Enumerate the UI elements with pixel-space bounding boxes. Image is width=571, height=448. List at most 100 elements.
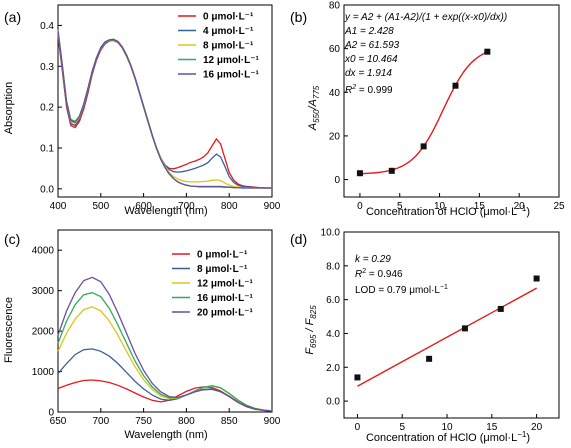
panel-d-xtick-label: 20 bbox=[531, 422, 543, 433]
panel-label-b: (b) bbox=[290, 9, 307, 25]
panel-d-data-point-3 bbox=[497, 305, 504, 312]
panel-b-ytick-label: 60 bbox=[329, 44, 341, 55]
panel-a-xtick-label: 900 bbox=[264, 201, 281, 212]
panel-a-xtick-label: 400 bbox=[50, 201, 67, 212]
panel-d-ylabel: F695 / F825 bbox=[304, 305, 318, 355]
panel-c-plot: 650 700 750 800 850 900 0 1000 2000 3000 4000 0 μmo… bbox=[32, 229, 281, 427]
panel-a-xtick-label: 600 bbox=[135, 201, 152, 212]
panel-c-ylabel: Fluorescence bbox=[3, 297, 15, 363]
panel-d-fit-line bbox=[357, 287, 537, 387]
panel-a-ytick-label: 0.2 bbox=[40, 103, 54, 114]
panel-c-xlabel: Wavelength (nm) bbox=[124, 429, 207, 441]
panel-a-legend-label-3: 12 μmol·L⁻¹ bbox=[203, 55, 260, 66]
panel-b-xtick-label: 10 bbox=[434, 201, 446, 212]
panel-b-ylabel: A550/A775 bbox=[307, 85, 321, 131]
panel-b-xtick-label: 15 bbox=[474, 201, 486, 212]
panel-b-annotations: y = A2 + (A1-A2)/(1 + exp((x-x0)/dx)) A1… bbox=[344, 12, 507, 96]
panel-label-c: (c) bbox=[4, 231, 20, 247]
panel-b-data-point-3 bbox=[452, 82, 459, 89]
panel-c-ytick-label: 4000 bbox=[32, 246, 55, 257]
r-squared-annotation: R2 = 0.946 bbox=[355, 268, 403, 280]
panel-b-xtick-label: 0 bbox=[357, 201, 363, 212]
panel-c-xtick-label: 850 bbox=[221, 416, 238, 427]
panel-a-ytick-label: 0.3 bbox=[40, 62, 54, 73]
panel-d-ytick-label: 0.0 bbox=[326, 397, 340, 408]
panel-b-xtick-label: 20 bbox=[514, 201, 526, 212]
fit-r-squared: R2 = 0.999 bbox=[345, 84, 393, 96]
panel-d-xtick-label: 10 bbox=[441, 422, 453, 433]
panel-b-data-point-1 bbox=[388, 167, 395, 174]
panel-d-frame bbox=[343, 231, 560, 419]
panel-b-data-point-4 bbox=[484, 48, 491, 55]
panel-a-ylabel: Absorption bbox=[3, 82, 15, 135]
panel-c-xtick-label: 900 bbox=[264, 416, 281, 427]
panel-c-series-line-4 bbox=[57, 276, 273, 412]
panel-d-xtick-label: 15 bbox=[486, 422, 498, 433]
fit-equation: y = A2 + (A1-A2)/(1 + exp((x-x0)/dx)) bbox=[344, 12, 507, 23]
panel-d-ytick-label: 4.0 bbox=[326, 329, 340, 340]
panel-c-ytick-label: 3000 bbox=[32, 286, 55, 297]
panel-d-ytick-label: 8.0 bbox=[326, 261, 340, 272]
panel-d-data-point-1 bbox=[426, 355, 433, 362]
panel-c-xtick-label: 800 bbox=[178, 416, 195, 427]
panel-a-xlabel: Wavelength (nm) bbox=[124, 205, 207, 217]
panel-c-xtick-label: 650 bbox=[50, 416, 67, 427]
panel-a-ytick-label: 0.1 bbox=[40, 143, 54, 154]
panel-a-xtick-label: 800 bbox=[221, 201, 238, 212]
panel-c-series-line-3 bbox=[57, 292, 273, 412]
panel-d-data-point-4 bbox=[533, 275, 540, 282]
panel-a-legend-label-4: 16 μmol·L⁻¹ bbox=[203, 70, 260, 81]
panel-a-xtick-label: 500 bbox=[92, 201, 109, 212]
panel-c-ytick-label: 2000 bbox=[32, 327, 55, 338]
panel-b-ytick-label: 80 bbox=[329, 1, 341, 12]
panel-d-xlabel: Concentration of HClO (μmol·L−1) bbox=[366, 430, 530, 444]
panel-b-xtick-label: 5 bbox=[397, 201, 403, 212]
panel-b-plot: 0 5 10 15 20 25 0 20 40 60 80 bbox=[329, 1, 565, 213]
panel-d-xtick-label: 5 bbox=[399, 422, 405, 433]
panel-d-annotations: k = 0.29 R2 = 0.946 LOD = 0.79 μmol·L−1 bbox=[355, 254, 448, 296]
slope-annotation: k = 0.29 bbox=[355, 254, 391, 265]
panel-d-data-point-2 bbox=[461, 325, 468, 332]
panel-d-plot: 0 5 10 15 20 0.0 2.0 4.0 6.0 8.0 10.0 bbox=[321, 228, 560, 433]
panel-a-series-line-4 bbox=[57, 31, 272, 189]
panel-a-plot: 400 500 600 700 800 900 0.0 0.1 0.2 0.3 0.4 0 μmol·… bbox=[40, 4, 281, 212]
panel-label-a: (a) bbox=[4, 9, 21, 25]
panel-d-ytick-label: 6.0 bbox=[326, 295, 340, 306]
panel-c-ytick-label: 1000 bbox=[32, 367, 55, 378]
panel-b-xtick-label: 25 bbox=[553, 201, 565, 212]
panel-d-xtick-label: 0 bbox=[355, 422, 361, 433]
panel-c-xtick-label: 750 bbox=[135, 416, 152, 427]
fit-param-dx: dx = 1.914 bbox=[345, 68, 392, 79]
panel-b-ytick-label: 20 bbox=[329, 131, 341, 142]
panel-c-legend-label-4: 20 μmol·L⁻¹ bbox=[197, 308, 254, 319]
panel-c-series-line-2 bbox=[57, 306, 273, 412]
lod-annotation: LOD = 0.79 μmol·L−1 bbox=[355, 284, 448, 296]
panel-b-data-point-2 bbox=[420, 143, 427, 150]
fit-param-a1: A1 = 2.428 bbox=[344, 26, 394, 37]
fit-param-x0: x0 = 10.464 bbox=[344, 54, 398, 65]
fit-param-a2: A2 = 61.593 bbox=[344, 40, 400, 51]
panel-d-ytick-label: 2.0 bbox=[326, 363, 340, 374]
panel-c-xtick-label: 700 bbox=[92, 416, 109, 427]
panel-c-ytick-label: 0 bbox=[48, 408, 54, 419]
panel-b-data-point-0 bbox=[356, 170, 363, 177]
panel-c-legend-label-0: 0 μmol·L⁻¹ bbox=[197, 250, 248, 261]
panel-b-frame bbox=[343, 4, 560, 198]
panel-a-legend-label-2: 8 μmol·L⁻¹ bbox=[203, 41, 254, 52]
panel-a-legend-label-0: 0 μmol·L⁻¹ bbox=[203, 12, 254, 23]
panel-b-ytick-label: 0 bbox=[334, 175, 340, 186]
panel-a-ytick-label: 0.4 bbox=[40, 21, 54, 32]
panel-a-ytick-label: 0.0 bbox=[40, 184, 54, 195]
panel-label-d: (d) bbox=[290, 231, 307, 247]
panel-c-legend-label-1: 8 μmol·L⁻¹ bbox=[197, 264, 248, 275]
panel-a-frame bbox=[57, 4, 273, 198]
panel-c-legend-label-3: 16 μmol·L⁻¹ bbox=[197, 293, 254, 304]
panel-d-ytick-label: 10.0 bbox=[321, 228, 341, 239]
panel-b-xlabel: Concentration of HClO (μmol·L−1) bbox=[366, 204, 530, 218]
panel-c-legend-label-2: 12 μmol·L⁻¹ bbox=[197, 279, 254, 290]
panel-a-xtick-label: 700 bbox=[178, 201, 195, 212]
panel-b-ytick-label: 40 bbox=[329, 88, 341, 99]
panel-a-legend-label-1: 4 μmol·L⁻¹ bbox=[203, 26, 254, 37]
